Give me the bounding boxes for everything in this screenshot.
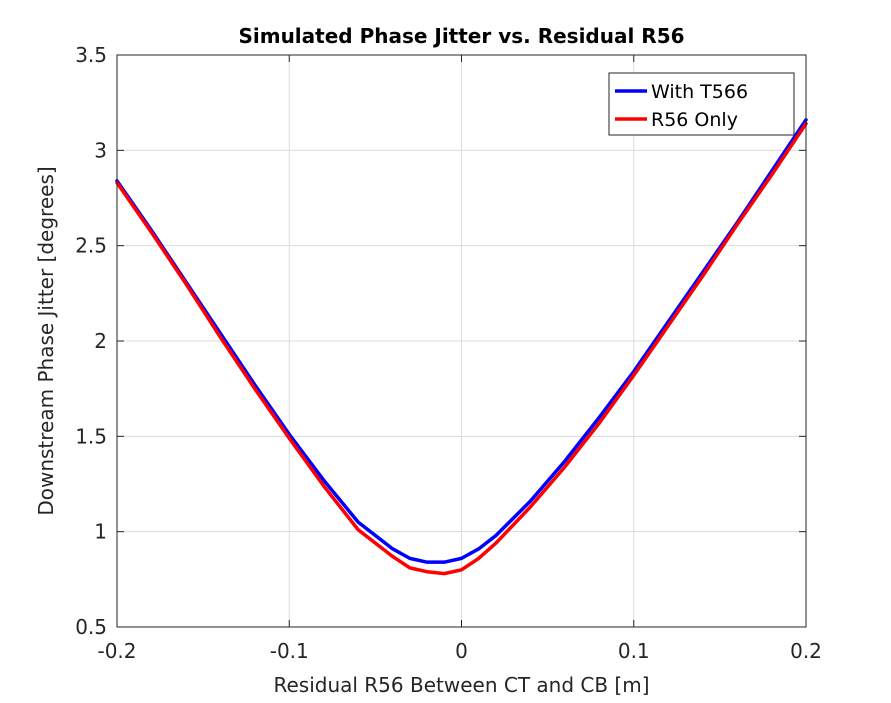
x-tick-label: 0.2 <box>790 639 822 663</box>
y-tick-label: 3 <box>94 138 107 162</box>
legend-label-r56-only: R56 Only <box>651 109 738 131</box>
y-axis-label: Downstream Phase Jitter [degrees] <box>34 166 58 515</box>
x-axis-label: Residual R56 Between CT and CB [m] <box>273 673 649 697</box>
x-tick-label: 0.1 <box>618 639 650 663</box>
x-tick-label: 0 <box>455 639 468 663</box>
x-tick-label: -0.1 <box>270 639 309 663</box>
legend-box <box>608 72 795 136</box>
series-layer <box>115 118 808 576</box>
legend-label-with-t566: With T566 <box>651 81 748 103</box>
y-tick-label: 1 <box>94 520 107 544</box>
series-line-with-t566 <box>115 118 808 564</box>
x-tick-label: -0.2 <box>97 639 136 663</box>
y-tick-label: 0.5 <box>75 615 107 639</box>
y-tick-label: 2.5 <box>75 234 107 258</box>
axis-ticks: -0.2 -0.1 0 0.1 0.2 0.5 1 1.5 2 2.5 3 3.5 <box>75 43 822 663</box>
y-tick-label: 2 <box>94 329 107 353</box>
legend: With T566 R56 Only <box>608 72 795 136</box>
chart-title: Simulated Phase Jitter vs. Residual R56 <box>238 24 684 48</box>
y-tick-label: 3.5 <box>75 43 107 67</box>
y-tick-label: 1.5 <box>75 424 107 448</box>
series-line-r56-only <box>115 121 808 576</box>
